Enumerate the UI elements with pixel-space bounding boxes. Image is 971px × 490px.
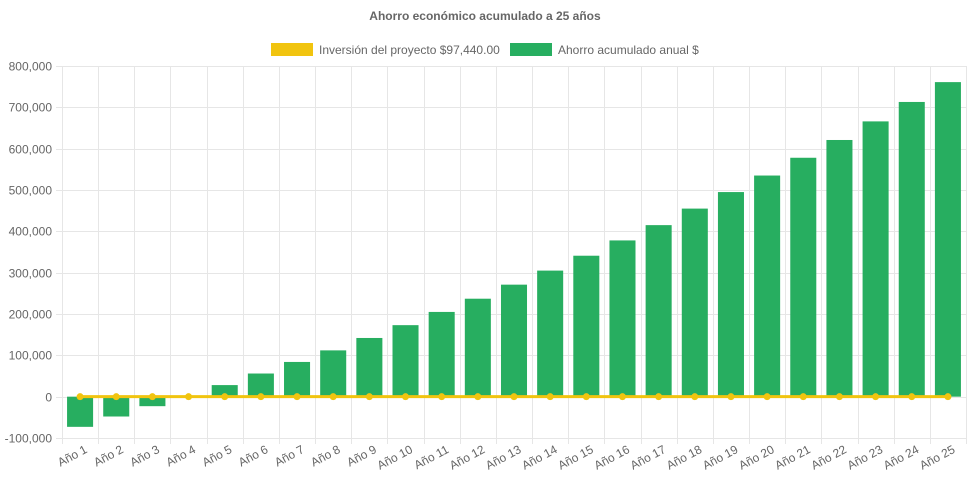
x-tick-label: Año 25 xyxy=(917,442,957,472)
x-tick-label: Año 6 xyxy=(236,442,271,469)
x-tick-label: Año 14 xyxy=(519,442,559,472)
legend-item-savings[interactable]: Ahorro acumulado anual $ xyxy=(510,43,699,57)
x-tick-label: Año 16 xyxy=(592,442,632,472)
investment-point[interactable] xyxy=(112,393,120,401)
savings-bar[interactable] xyxy=(537,270,564,397)
y-tick-label: 200,000 xyxy=(9,308,53,322)
x-tick-label: Año 24 xyxy=(881,442,921,472)
investment-point[interactable] xyxy=(402,393,410,401)
x-tick-label: Año 13 xyxy=(483,442,523,472)
legend-label-investment: Inversión del proyecto $97,440.00 xyxy=(319,43,500,57)
savings-bar[interactable] xyxy=(139,396,166,407)
x-tick-label: Año 11 xyxy=(412,442,452,472)
savings-bar[interactable] xyxy=(428,311,455,397)
savings-bar[interactable] xyxy=(645,225,672,397)
savings-bar[interactable] xyxy=(500,284,528,397)
investment-point[interactable] xyxy=(185,393,193,401)
savings-bar[interactable] xyxy=(862,121,889,397)
savings-bar[interactable] xyxy=(356,337,383,397)
legend-item-investment[interactable]: Inversión del proyecto $97,440.00 xyxy=(271,43,500,57)
savings-bar[interactable] xyxy=(211,385,238,397)
x-tick-label: Año 15 xyxy=(556,442,596,472)
investment-point[interactable] xyxy=(365,393,373,401)
investment-point[interactable] xyxy=(582,393,590,401)
x-tick-label: Año 1 xyxy=(55,442,90,469)
bars-layer xyxy=(67,82,961,427)
investment-point[interactable] xyxy=(510,393,518,401)
x-tick-label: Año 7 xyxy=(272,442,307,469)
savings-bar[interactable] xyxy=(320,350,347,397)
investment-point[interactable] xyxy=(618,393,626,401)
savings-bar[interactable] xyxy=(392,325,419,397)
investment-point[interactable] xyxy=(799,393,807,401)
chart-title: Ahorro económico acumulado a 25 años xyxy=(369,9,601,23)
savings-bar[interactable] xyxy=(67,396,94,427)
savings-bar[interactable] xyxy=(754,175,781,397)
x-tick-label: Año 17 xyxy=(628,442,668,472)
investment-point[interactable] xyxy=(944,393,952,401)
savings-bar[interactable] xyxy=(790,157,817,397)
y-tick-label: 100,000 xyxy=(9,349,53,363)
x-tick-label: Año 18 xyxy=(664,442,704,472)
investment-point[interactable] xyxy=(872,393,880,401)
y-tick-label: 400,000 xyxy=(9,225,53,239)
x-tick-label: Año 23 xyxy=(845,442,885,472)
x-tick-label: Año 4 xyxy=(164,442,199,469)
savings-bar[interactable] xyxy=(826,139,853,397)
legend-swatch-investment xyxy=(271,43,313,56)
x-tick-label: Año 21 xyxy=(773,442,813,472)
investment-point[interactable] xyxy=(691,393,699,401)
investment-point[interactable] xyxy=(438,393,446,401)
investment-point[interactable] xyxy=(293,393,301,401)
investment-point[interactable] xyxy=(763,393,771,401)
investment-point[interactable] xyxy=(908,393,916,401)
x-tick-label: Año 20 xyxy=(736,442,776,472)
x-tick-label: Año 22 xyxy=(809,442,849,472)
x-tick-label: Año 12 xyxy=(447,442,487,472)
investment-point[interactable] xyxy=(76,393,84,401)
legend: Inversión del proyecto $97,440.00 Ahorro… xyxy=(271,43,699,57)
investment-point[interactable] xyxy=(835,393,843,401)
x-tick-label: Año 5 xyxy=(200,442,235,469)
savings-bar[interactable] xyxy=(573,255,600,397)
x-tick-label: Año 19 xyxy=(700,442,740,472)
line-layer xyxy=(76,393,952,401)
savings-bar[interactable] xyxy=(284,361,311,397)
investment-point[interactable] xyxy=(257,393,265,401)
savings-bar[interactable] xyxy=(717,192,744,397)
legend-label-savings: Ahorro acumulado anual $ xyxy=(558,43,699,57)
investment-point[interactable] xyxy=(329,393,337,401)
y-tick-label: 800,000 xyxy=(9,60,53,74)
investment-point[interactable] xyxy=(148,393,156,401)
x-tick-label: Año 10 xyxy=(375,442,415,472)
x-tick-label: Año 8 xyxy=(308,442,343,469)
x-tick-label: Año 2 xyxy=(91,442,126,469)
investment-point[interactable] xyxy=(655,393,663,401)
x-tick-label: Año 9 xyxy=(345,442,380,469)
savings-bar[interactable] xyxy=(681,208,708,397)
savings-bar[interactable] xyxy=(103,396,130,417)
savings-bar[interactable] xyxy=(609,240,636,397)
legend-swatch-savings xyxy=(510,43,552,56)
x-tick-label: Año 3 xyxy=(128,442,163,469)
y-tick-label: 700,000 xyxy=(9,101,53,115)
savings-bar[interactable] xyxy=(898,101,925,397)
investment-point[interactable] xyxy=(727,393,735,401)
savings-bar[interactable] xyxy=(464,298,491,397)
savings-bar[interactable] xyxy=(247,373,274,397)
y-axis-ticks: 800,000 700,000 600,000 500,000 400,000 300,0… xyxy=(5,60,53,446)
investment-point[interactable] xyxy=(221,393,229,401)
savings-bar[interactable] xyxy=(934,82,961,397)
x-axis-ticks: Año 1 Año 2 Año 3 Año 4 Año 5 Año 6 Año 7 Año 8… xyxy=(55,442,957,472)
y-tick-label: 300,000 xyxy=(9,267,53,281)
y-tick-label: 0 xyxy=(45,391,52,405)
y-tick-label: 500,000 xyxy=(9,184,53,198)
y-tick-label: 600,000 xyxy=(9,143,53,157)
y-tick-label: -100,000 xyxy=(5,432,53,446)
grid-layer xyxy=(56,66,967,444)
investment-point[interactable] xyxy=(474,393,482,401)
investment-point[interactable] xyxy=(546,393,554,401)
